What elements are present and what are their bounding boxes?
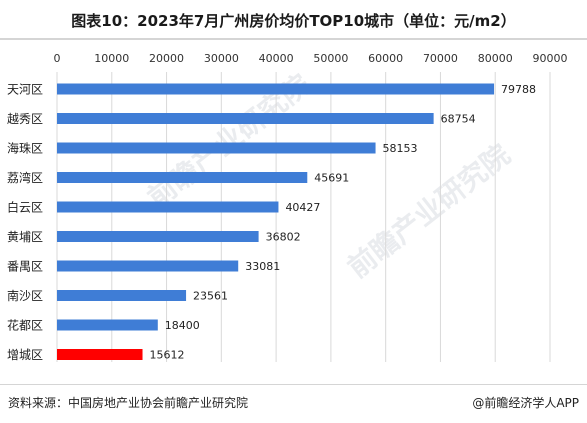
title-divider [0, 38, 587, 40]
brand-label: @前瞻经济学人APP [472, 396, 579, 410]
bar [57, 319, 158, 331]
x-tick-label: 70000 [423, 52, 458, 65]
source-note: 资料来源：中国房地产业协会前瞻产业研究院 [8, 396, 249, 410]
x-tick-label: 60000 [368, 52, 403, 65]
bar [57, 260, 239, 272]
bar [57, 349, 143, 360]
category-label: 海珠区 [7, 141, 43, 156]
x-tick-label: 50000 [313, 52, 348, 65]
category-label: 黄埔区 [7, 230, 43, 244]
value-label: 36802 [266, 231, 301, 244]
bar [57, 172, 308, 183]
bar [57, 201, 279, 213]
value-label: 58153 [383, 142, 418, 155]
footer-divider [0, 384, 587, 385]
value-label: 23561 [193, 290, 228, 303]
category-label: 荔湾区 [7, 170, 43, 185]
x-tick-label: 0 [54, 52, 61, 65]
category-label: 番禺区 [7, 260, 43, 274]
category-label: 越秀区 [7, 112, 43, 126]
value-label: 18400 [165, 319, 200, 332]
x-tick-label: 10000 [94, 52, 129, 65]
x-tick-label: 30000 [204, 52, 239, 65]
value-label: 33081 [245, 260, 280, 273]
bar [57, 231, 259, 242]
x-tick-label: 80000 [478, 52, 513, 65]
bar [57, 290, 187, 301]
bar [57, 83, 495, 95]
value-label: 79788 [501, 83, 536, 96]
value-label: 45691 [314, 172, 349, 185]
value-label: 15612 [150, 349, 185, 362]
x-tick-label: 90000 [533, 52, 568, 65]
category-label: 花都区 [7, 318, 43, 333]
x-tick-label: 20000 [149, 52, 184, 65]
category-label: 南沙区 [7, 288, 43, 303]
bar [57, 113, 434, 124]
category-label: 增城区 [7, 348, 43, 362]
value-label: 40427 [285, 201, 320, 214]
category-label: 天河区 [7, 83, 43, 97]
x-tick-label: 40000 [259, 52, 294, 65]
value-label: 68754 [441, 113, 476, 126]
chart-title: 图表10：2023年7月广州房价均价TOP10城市（单位：元/m2） [71, 12, 516, 30]
bar [57, 142, 376, 154]
bar-chart: 0 10000 20000 30000 40000 50000 60000 70000 8000… [7, 52, 568, 362]
category-label: 白云区 [7, 200, 43, 215]
